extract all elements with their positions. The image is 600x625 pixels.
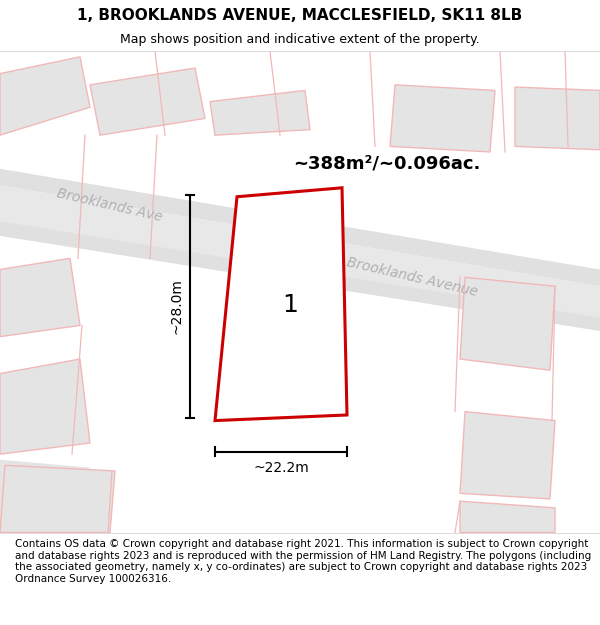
Text: Brooklands Avenue: Brooklands Avenue [345, 256, 479, 299]
Text: Map shows position and indicative extent of the property.: Map shows position and indicative extent… [120, 34, 480, 46]
Polygon shape [460, 501, 555, 532]
Polygon shape [515, 87, 600, 150]
Polygon shape [0, 460, 90, 532]
Polygon shape [215, 188, 347, 421]
Polygon shape [0, 57, 90, 135]
Text: ~28.0m: ~28.0m [170, 279, 184, 334]
Polygon shape [0, 466, 115, 532]
Text: Contains OS data © Crown copyright and database right 2021. This information is : Contains OS data © Crown copyright and d… [15, 539, 591, 584]
Polygon shape [390, 85, 495, 152]
Polygon shape [0, 169, 600, 286]
Polygon shape [0, 221, 600, 331]
Polygon shape [460, 278, 555, 370]
Text: 1: 1 [283, 293, 298, 317]
Polygon shape [460, 412, 555, 499]
Polygon shape [0, 186, 600, 320]
Polygon shape [210, 91, 310, 135]
Polygon shape [0, 359, 90, 454]
Text: ~22.2m: ~22.2m [253, 461, 309, 475]
Polygon shape [0, 258, 80, 337]
Text: 1, BROOKLANDS AVENUE, MACCLESFIELD, SK11 8LB: 1, BROOKLANDS AVENUE, MACCLESFIELD, SK11… [77, 8, 523, 23]
Polygon shape [90, 68, 205, 135]
Text: ~388m²/~0.096ac.: ~388m²/~0.096ac. [293, 154, 481, 172]
Text: Brooklands Ave: Brooklands Ave [55, 187, 163, 224]
